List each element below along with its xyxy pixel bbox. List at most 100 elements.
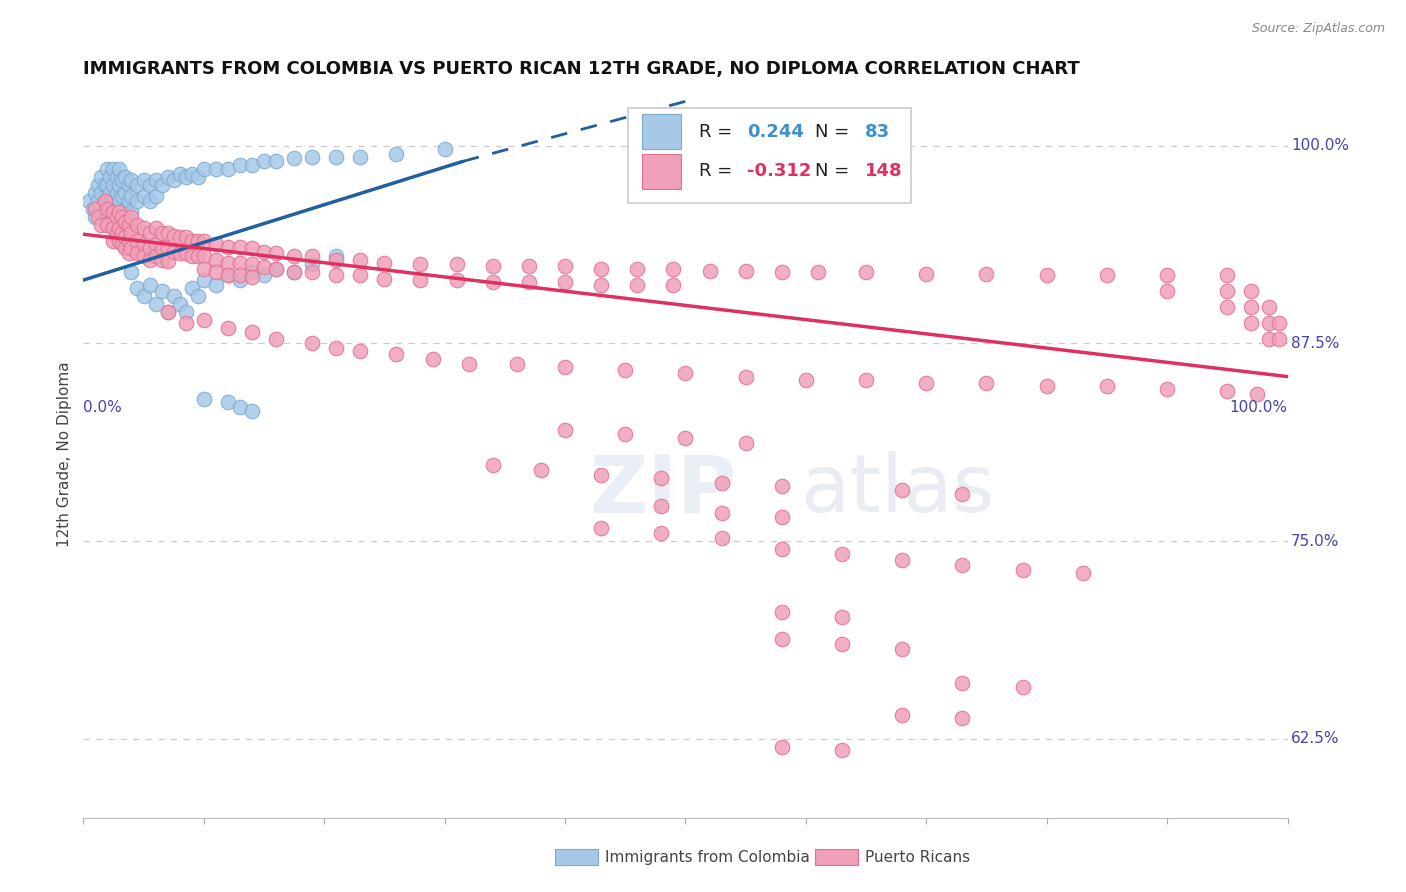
Point bbox=[301, 150, 323, 164]
Point bbox=[96, 210, 118, 224]
Point bbox=[831, 637, 853, 651]
Point bbox=[121, 226, 143, 240]
Point bbox=[1011, 563, 1033, 577]
Point bbox=[94, 194, 117, 208]
Point bbox=[446, 273, 468, 287]
Point bbox=[138, 277, 160, 292]
Point bbox=[446, 257, 468, 271]
Point bbox=[132, 236, 155, 251]
Point bbox=[84, 210, 107, 224]
Point bbox=[349, 344, 371, 359]
Point bbox=[349, 268, 371, 283]
Point bbox=[156, 254, 179, 268]
Point bbox=[84, 202, 107, 216]
Point bbox=[1240, 316, 1263, 330]
Point bbox=[770, 739, 793, 754]
Point bbox=[240, 265, 263, 279]
Text: 62.5%: 62.5% bbox=[1291, 731, 1340, 747]
Point bbox=[950, 486, 973, 500]
Point bbox=[891, 553, 914, 567]
Bar bbox=[643, 114, 681, 149]
Point bbox=[325, 341, 347, 355]
Point bbox=[193, 392, 215, 406]
Point bbox=[229, 400, 252, 414]
Bar bbox=[643, 153, 681, 188]
Point bbox=[145, 297, 167, 311]
Point bbox=[121, 173, 143, 187]
Point bbox=[253, 244, 276, 259]
Point bbox=[1240, 284, 1263, 298]
Point bbox=[1258, 332, 1281, 346]
Point bbox=[217, 162, 239, 177]
Point bbox=[121, 265, 143, 279]
Point bbox=[950, 676, 973, 690]
FancyBboxPatch shape bbox=[627, 109, 911, 203]
Point bbox=[150, 252, 173, 267]
Point bbox=[127, 281, 149, 295]
Point bbox=[121, 205, 143, 219]
Point bbox=[98, 218, 121, 232]
Point bbox=[770, 510, 793, 524]
Point bbox=[240, 242, 263, 256]
Point bbox=[193, 273, 215, 287]
Point bbox=[162, 244, 184, 259]
Point bbox=[96, 202, 118, 216]
Point bbox=[699, 263, 721, 277]
Point bbox=[111, 205, 134, 219]
Point bbox=[90, 170, 112, 185]
Point bbox=[108, 220, 131, 235]
Point bbox=[831, 743, 853, 757]
Point bbox=[591, 262, 613, 277]
Point bbox=[253, 268, 276, 283]
Point bbox=[82, 202, 104, 216]
Point bbox=[554, 423, 576, 437]
Point bbox=[138, 194, 160, 208]
Point bbox=[831, 547, 853, 561]
Point bbox=[1095, 379, 1118, 393]
Point bbox=[145, 249, 167, 263]
Point bbox=[1240, 300, 1263, 314]
Point bbox=[734, 369, 756, 384]
Text: 100.0%: 100.0% bbox=[1230, 400, 1288, 415]
Point bbox=[105, 186, 128, 200]
Point bbox=[105, 170, 128, 185]
Point bbox=[325, 249, 347, 263]
Point bbox=[217, 395, 239, 409]
Point bbox=[114, 202, 136, 216]
Point bbox=[111, 173, 134, 187]
Point bbox=[855, 265, 877, 279]
Text: 0.244: 0.244 bbox=[747, 123, 804, 141]
Point bbox=[1035, 379, 1057, 393]
Point bbox=[301, 249, 323, 263]
Point bbox=[94, 210, 117, 224]
Point bbox=[1216, 268, 1239, 283]
Point bbox=[770, 632, 793, 647]
Point bbox=[976, 376, 998, 390]
Point bbox=[87, 210, 110, 224]
Point bbox=[349, 252, 371, 267]
Point bbox=[734, 436, 756, 450]
Point bbox=[422, 352, 444, 367]
Text: -0.312: -0.312 bbox=[747, 162, 811, 180]
Point bbox=[373, 255, 395, 269]
Point bbox=[138, 226, 160, 240]
Point bbox=[891, 708, 914, 723]
Point bbox=[253, 154, 276, 169]
Point bbox=[121, 189, 143, 203]
Point bbox=[217, 240, 239, 254]
Point bbox=[204, 265, 226, 279]
Point bbox=[108, 162, 131, 177]
Text: atlas: atlas bbox=[800, 451, 994, 530]
Point bbox=[710, 531, 733, 545]
Point bbox=[385, 347, 408, 361]
Point bbox=[118, 234, 141, 248]
Point bbox=[217, 268, 239, 283]
Point bbox=[118, 246, 141, 260]
Point bbox=[187, 249, 209, 263]
Point bbox=[169, 297, 191, 311]
Point bbox=[103, 210, 125, 224]
Point bbox=[770, 479, 793, 493]
Point bbox=[240, 326, 263, 340]
Point bbox=[409, 257, 432, 271]
Point bbox=[591, 277, 613, 292]
